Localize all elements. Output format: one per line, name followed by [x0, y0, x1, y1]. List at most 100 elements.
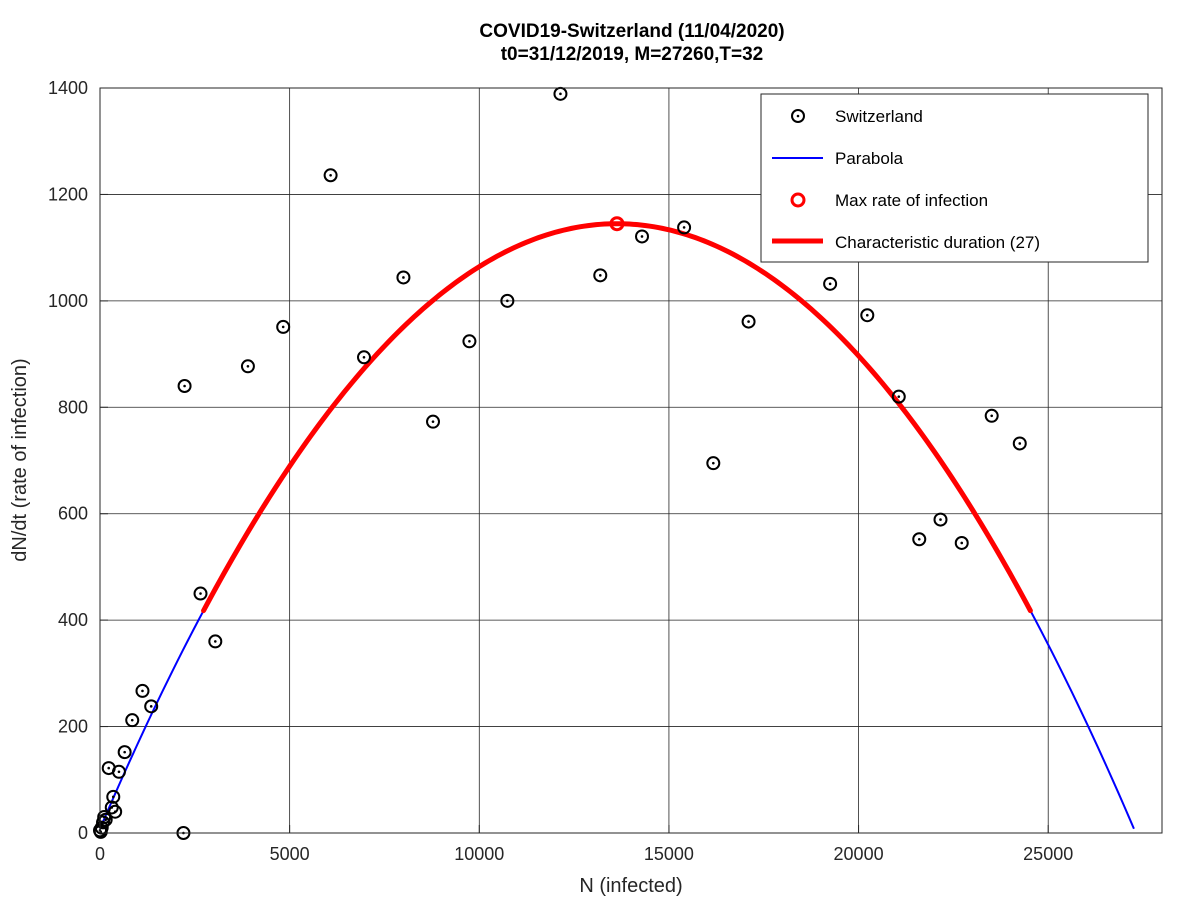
legend-entry-max-rate: Max rate of infection [790, 191, 988, 210]
data-point-center [107, 766, 111, 770]
max-rate-marker [609, 216, 625, 232]
chart-subtitle: t0=31/12/2019, M=27260,T=32 [501, 44, 764, 65]
data-point [396, 270, 411, 285]
data-point [104, 800, 119, 815]
data-point-center [246, 365, 250, 368]
data-point-center [183, 384, 186, 388]
data-point [111, 764, 126, 779]
parabola-line [99, 222, 1135, 830]
data-point [240, 359, 255, 374]
x-tick-label: 15000 [644, 844, 694, 864]
data-point-center [329, 173, 332, 177]
plot-lines [99, 221, 1135, 830]
data-point [706, 456, 721, 471]
data-point-center [113, 810, 117, 814]
y-tick-label: 0 [78, 823, 88, 843]
data-point-center [362, 355, 366, 359]
data-point-center [199, 592, 202, 595]
legend-entry-characteristic-duration: Characteristic duration (27) [772, 233, 1040, 252]
data-point-center [149, 705, 153, 708]
data-point-center [559, 92, 562, 96]
data-point-center [111, 795, 115, 799]
legend-entry-switzerland: Switzerland [791, 107, 923, 126]
data-point [177, 379, 192, 393]
y-axis-label: dN/dt (rate of infection) [9, 358, 31, 561]
characteristic-duration-line [201, 221, 1033, 614]
data-point [193, 586, 208, 601]
y-tick-label: 200 [58, 717, 88, 737]
legend-label-characteristic-duration: Characteristic duration (27) [835, 233, 1040, 252]
data-point [144, 699, 159, 714]
data-point [860, 308, 875, 323]
data-point [125, 713, 140, 728]
data-point-center [747, 320, 750, 323]
data-point [677, 220, 692, 235]
data-point [462, 334, 477, 349]
data-point [823, 276, 838, 291]
legend-label-max-rate: Max rate of infection [835, 191, 988, 210]
data-point [500, 293, 515, 308]
data-point [741, 314, 756, 329]
data-point-center [682, 226, 686, 229]
data-point [912, 532, 927, 547]
plot-frame [99, 87, 1163, 834]
x-tick-label: 5000 [270, 844, 310, 864]
data-point [634, 229, 649, 244]
legend-box [760, 93, 1149, 263]
legend-marker-switzerland [791, 109, 805, 123]
x-tick-label: 20000 [834, 844, 884, 864]
data-point [984, 408, 999, 423]
data-point-center [130, 718, 134, 722]
data-point [208, 634, 223, 649]
data-point [117, 745, 132, 760]
data-point-center [102, 815, 106, 819]
data-point-center [402, 276, 405, 279]
data-point-center [141, 689, 144, 693]
data-point [106, 789, 121, 804]
data-point-center [214, 640, 217, 643]
y-tick-label: 600 [58, 504, 88, 524]
data-point-center [117, 770, 121, 774]
data-points [93, 86, 1027, 840]
data-point [276, 319, 291, 334]
data-point [135, 683, 150, 698]
data-point [891, 389, 906, 404]
x-tick-label: 25000 [1023, 844, 1073, 864]
y-tick-label: 1400 [48, 78, 88, 98]
data-point [426, 414, 441, 429]
data-point-center [990, 414, 994, 418]
data-point-center [897, 395, 901, 398]
chart-title: COVID19-Switzerland (11/04/2020) [479, 21, 784, 42]
x-tick-labels: 0 5000 10000 15000 20000 25000 [95, 844, 1073, 864]
data-point [933, 512, 948, 527]
data-point [954, 535, 969, 550]
x-axis-label: N (infected) [579, 875, 682, 897]
legend-entry-parabola: Parabola [772, 149, 904, 168]
data-point-center [917, 537, 921, 541]
data-point-center [1018, 442, 1022, 445]
x-tick-label: 10000 [454, 844, 504, 864]
data-point-center [506, 299, 509, 303]
data-point-center [865, 313, 869, 317]
y-tick-label: 1200 [48, 184, 88, 204]
data-point-center [598, 274, 602, 277]
data-point-center [939, 518, 942, 521]
data-point [96, 815, 111, 830]
data-point [593, 268, 608, 283]
data-point [356, 350, 371, 365]
y-tick-labels: 0 200 400 600 800 1000 1200 1400 [48, 78, 88, 843]
legend-marker-dot [796, 114, 800, 118]
legend-label-parabola: Parabola [835, 149, 904, 168]
y-tick-label: 1000 [48, 291, 88, 311]
data-point [323, 168, 338, 183]
legend: Switzerland Parabola Max rate of infecti… [760, 93, 1149, 263]
data-point-center [960, 541, 964, 545]
data-point [1012, 436, 1027, 451]
y-tick-label: 400 [58, 610, 88, 630]
y-tick-label: 800 [58, 397, 88, 417]
data-point [108, 804, 123, 819]
legend-label-switzerland: Switzerland [835, 107, 923, 126]
x-tick-label: 0 [95, 844, 105, 864]
data-point-center [123, 750, 126, 754]
